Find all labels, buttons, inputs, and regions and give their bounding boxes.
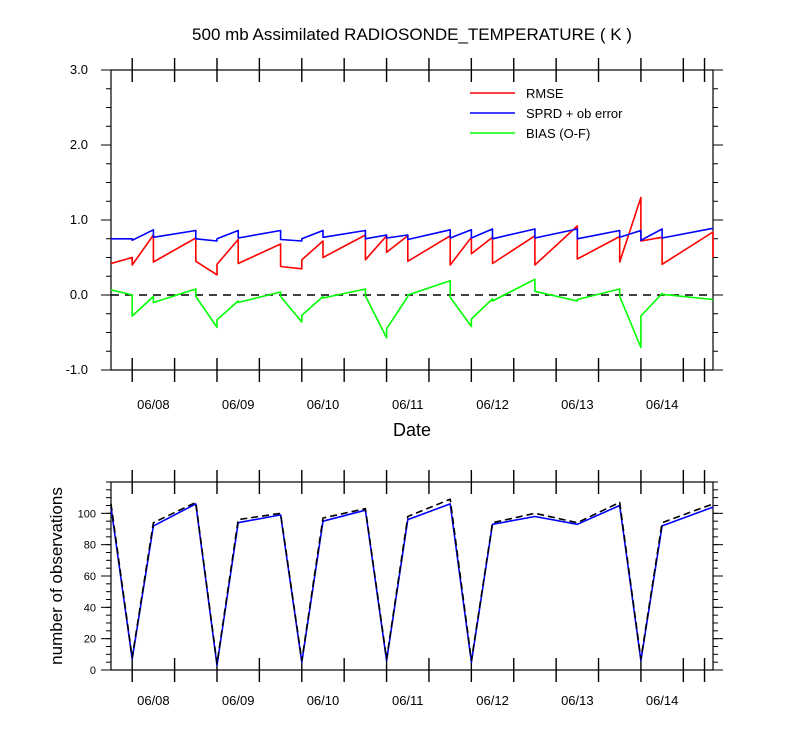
y-tick-label: 1.0: [70, 212, 88, 227]
x-tick-label: 06/13: [561, 693, 594, 708]
bottom-y-axis-title: number of observations: [47, 487, 66, 665]
x-tick-label: 06/12: [476, 397, 509, 412]
x-tick-label: 06/13: [561, 397, 594, 412]
top-plot-frame: [110, 69, 714, 371]
y-tick-label: 80: [84, 540, 96, 552]
y-tick-label: 0: [90, 665, 96, 677]
x-tick-label: 06/09: [222, 397, 255, 412]
y-tick-label: 3.0: [70, 62, 88, 77]
y-tick-label: -1.0: [66, 362, 88, 377]
bottom-series-lines: [110, 498, 714, 667]
x-tick-label: 06/14: [646, 397, 679, 412]
top-x-axis-title: Date: [393, 420, 431, 440]
x-tick-label: 06/11: [392, 693, 424, 708]
top-series-lines: [110, 196, 714, 349]
x-tick-label: 06/10: [307, 693, 340, 708]
top-chart-panel: 3.0 2.0 1.0 0.0 -1.0 06/08 06/09 06/10 06/11 06/1…: [66, 58, 723, 440]
y-tick-label: 100: [78, 508, 96, 520]
x-tick-label: 06/11: [392, 397, 424, 412]
x-tick-label: 06/08: [137, 397, 170, 412]
y-tick-label: 20: [84, 634, 96, 646]
bottom-chart-panel: 100 80 60 40 20 0 06/08 06/09 06/10 06/11 06/12 06/…: [47, 470, 723, 708]
x-tick-label: 06/10: [307, 397, 340, 412]
top-series-line-2: [110, 278, 714, 349]
chart-title: 500 mb Assimilated RADIOSONDE_TEMPERATUR…: [192, 25, 632, 44]
y-tick-label: 40: [84, 602, 96, 614]
bottom-ticks: 100 80 60 40 20 0 06/08 06/09 06/10 06/11 06/12 06/…: [78, 470, 723, 708]
top-ticks: 3.0 2.0 1.0 0.0 -1.0 06/08 06/09 06/10 06/11 06/1…: [66, 58, 723, 412]
y-tick-label: 2.0: [70, 137, 88, 152]
y-tick-label: 60: [84, 571, 96, 583]
bottom-series-line-0: [110, 503, 714, 667]
legend-label-bias: BIAS (O-F): [526, 126, 590, 141]
legend-label-rmse: RMSE: [526, 86, 564, 101]
bottom-series-line-1: [110, 498, 714, 665]
y-tick-label: 0.0: [70, 287, 88, 302]
bottom-plot-frame: [110, 481, 714, 671]
x-tick-label: 06/08: [137, 693, 170, 708]
legend: RMSE SPRD + ob error BIAS (O-F): [470, 86, 623, 141]
x-tick-label: 06/12: [476, 693, 509, 708]
x-tick-label: 06/09: [222, 693, 255, 708]
top-series-line-0: [110, 196, 714, 276]
top-series-line-1: [111, 227, 714, 242]
x-tick-label: 06/14: [646, 693, 679, 708]
legend-label-sprd: SPRD + ob error: [526, 106, 623, 121]
